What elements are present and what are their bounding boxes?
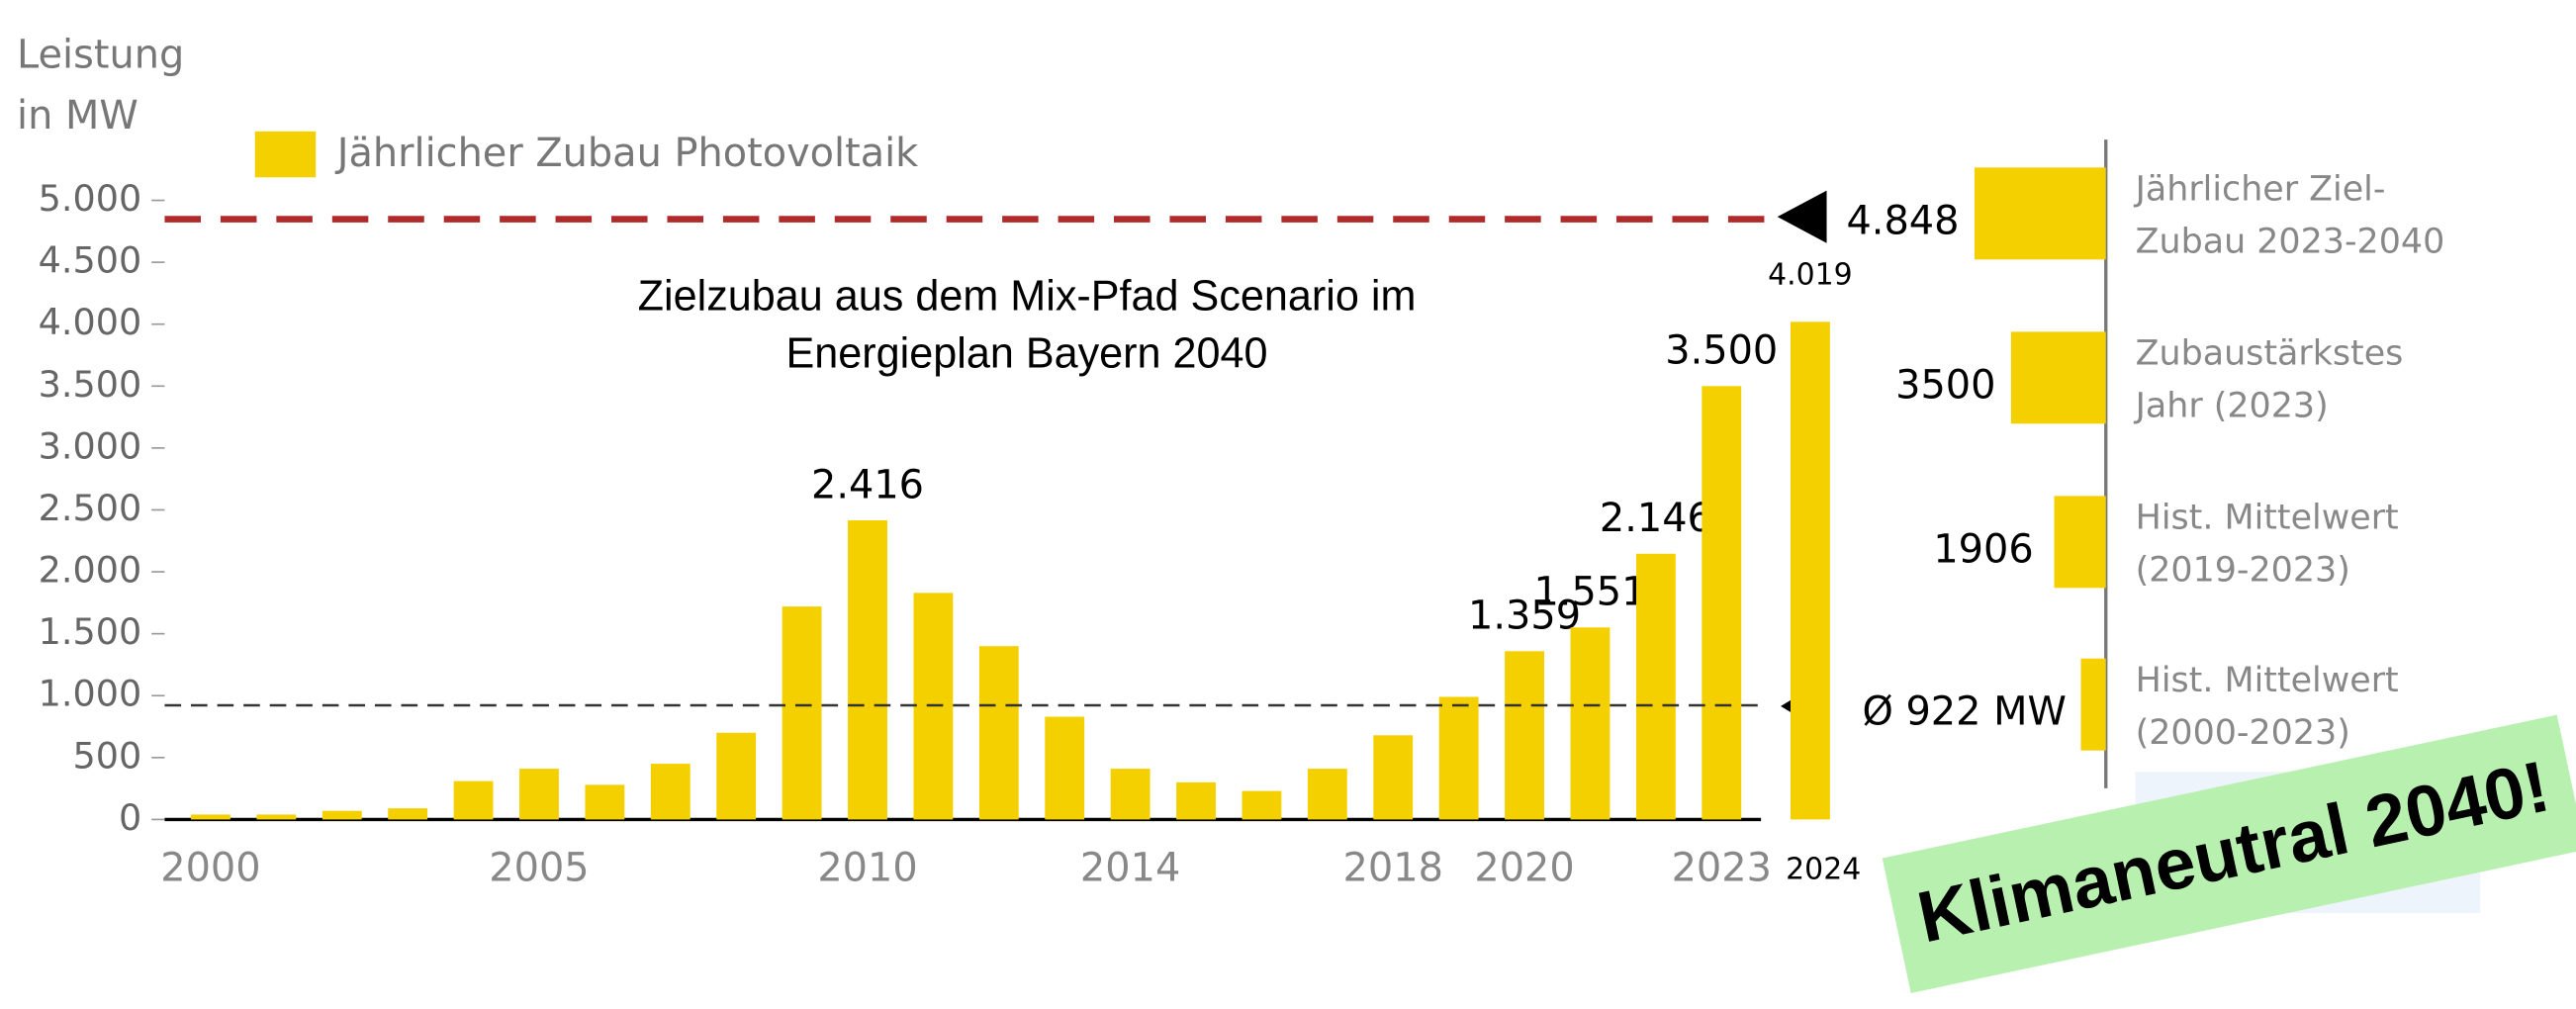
side-description: (2019-2023) xyxy=(2136,551,2350,591)
side-description: (2000-2023) xyxy=(2136,713,2350,753)
x-tick-label: 2014 xyxy=(1080,845,1180,890)
y-tick-label: 3.000 xyxy=(39,424,142,467)
y-axis-label: in MW xyxy=(17,93,138,138)
side-label: 3500 xyxy=(1895,362,1995,408)
legend-label: Jährlicher Zubau Photovoltaik xyxy=(334,131,918,176)
y-tick-label: 0 xyxy=(119,796,141,839)
bar xyxy=(256,814,297,820)
side-description: Jährlicher Ziel- xyxy=(2134,170,2386,210)
side-bar xyxy=(2080,658,2106,751)
y-tick-label: 4.500 xyxy=(39,239,142,282)
bar xyxy=(191,814,230,820)
bar xyxy=(1570,627,1610,820)
bar xyxy=(1176,781,1216,820)
y-tick-label: 2.000 xyxy=(39,549,142,592)
bar xyxy=(585,784,625,820)
y-tick-label: 4.000 xyxy=(39,301,142,343)
bar xyxy=(782,606,822,820)
data-label: 1.359 xyxy=(1468,594,1581,639)
side-description: Zubaustärkstes xyxy=(2136,334,2404,374)
side-bar xyxy=(2054,496,2106,589)
bar xyxy=(1307,769,1347,820)
side-label: 1906 xyxy=(1933,526,2033,572)
side-description: Hist. Mittelwert xyxy=(2136,661,2399,700)
y-axis-label: Leistung xyxy=(17,33,184,78)
x-tick-label: 2023 xyxy=(1672,845,1772,890)
bar xyxy=(1505,651,1544,820)
bar xyxy=(1438,696,1479,820)
y-tick-label: 3.500 xyxy=(39,363,142,406)
bar xyxy=(388,808,428,820)
bar xyxy=(978,646,1019,820)
y-tick-label: 1.500 xyxy=(39,610,142,653)
bar xyxy=(1635,553,1676,820)
annotation: Zielzubau aus dem Mix-Pfad Scenario im xyxy=(638,273,1417,321)
y-tick-label: 500 xyxy=(73,734,142,777)
side-description: Jahr (2023) xyxy=(2134,387,2329,426)
data-label: 1.551 xyxy=(1533,570,1646,615)
y-tick-label: 2.500 xyxy=(39,487,142,529)
bar xyxy=(322,810,362,820)
x-tick-label: 2020 xyxy=(1474,845,1574,890)
data-label: 4.019 xyxy=(1768,257,1853,292)
bar xyxy=(650,764,690,820)
side-label: 4.848 xyxy=(1846,198,1959,243)
bar xyxy=(1702,386,1742,820)
side-description: Hist. Mittelwert xyxy=(2136,499,2399,538)
data-label: 2.146 xyxy=(1600,496,1712,541)
legend-swatch xyxy=(254,131,317,178)
x-tick-label: 2010 xyxy=(817,845,917,890)
arrow xyxy=(1777,190,1827,243)
bar xyxy=(1373,735,1414,820)
bar xyxy=(453,780,494,820)
bar xyxy=(1110,769,1150,820)
sticker: Klimaneutral 2040! xyxy=(1882,714,2576,993)
side-bar xyxy=(2010,331,2106,424)
bar xyxy=(716,732,757,820)
x-tick-label: 2018 xyxy=(1343,845,1443,890)
side-description: Zubau 2023-2040 xyxy=(2136,223,2445,262)
bar xyxy=(1791,321,1830,820)
side-bar xyxy=(1974,167,2106,260)
y-tick-label: 5.000 xyxy=(39,177,142,220)
sticker-bg xyxy=(1882,714,2576,993)
bar xyxy=(848,519,887,820)
bar xyxy=(1045,716,1085,820)
y-tick-label: 1.000 xyxy=(39,673,142,715)
bar xyxy=(519,769,559,820)
data-label: 3.500 xyxy=(1665,328,1778,374)
annotation: Energieplan Bayern 2040 xyxy=(786,330,1268,378)
x-tick-label: 2024 xyxy=(1786,852,1861,886)
bar xyxy=(1242,790,1282,820)
x-tick-label: 2005 xyxy=(489,845,589,890)
x-tick-label: 2000 xyxy=(160,845,260,890)
side-label: Ø 922 MW xyxy=(1862,689,2066,735)
data-label: 2.416 xyxy=(811,462,924,507)
